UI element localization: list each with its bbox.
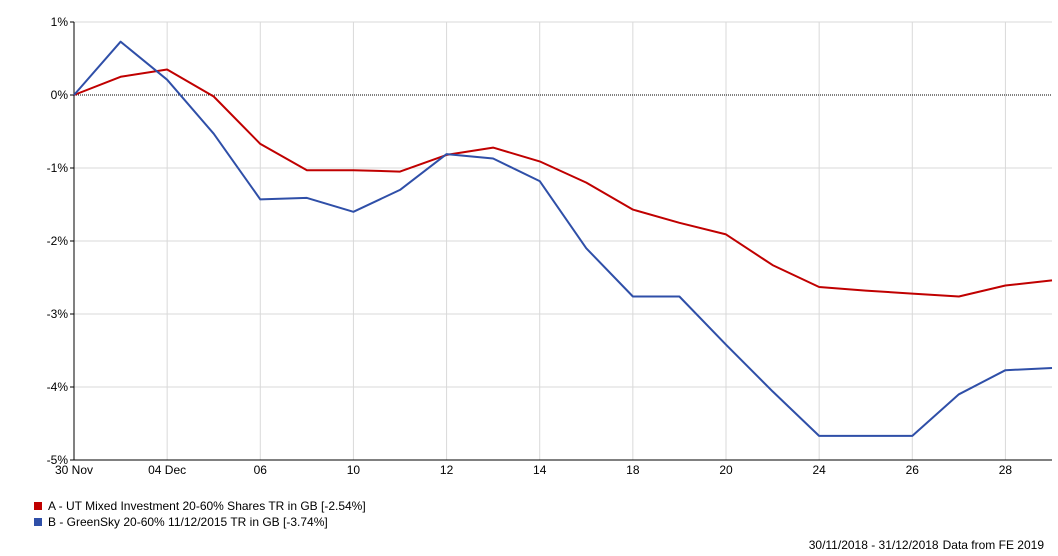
y-tick-label: -1% bbox=[47, 161, 69, 175]
y-tick-label: -5% bbox=[47, 453, 69, 467]
data-source: Data from FE 2019 bbox=[942, 538, 1044, 552]
x-tick-label: 24 bbox=[812, 463, 826, 477]
x-tick-labels: 30 Nov 04 Dec 06 10 12 14 18 20 24 26 28 bbox=[55, 463, 1012, 477]
x-tick-label: 14 bbox=[533, 463, 547, 477]
line-chart: 1% 0% -1% -2% -3% -4% -5% 30 Nov 04 Dec 06 10 12 14… bbox=[47, 15, 1053, 477]
legend-label-a: A - UT Mixed Investment 20-60% Shares TR… bbox=[48, 499, 366, 513]
x-tick-label: 04 Dec bbox=[148, 463, 186, 477]
legend-item-a: A - UT Mixed Investment 20-60% Shares TR… bbox=[34, 498, 366, 514]
x-tick-label: 26 bbox=[906, 463, 920, 477]
y-tick-label: -2% bbox=[47, 234, 69, 248]
series-line-a bbox=[73, 68, 1053, 298]
legend-item-b: B - GreenSky 20-60% 11/12/2015 TR in GB … bbox=[34, 514, 366, 530]
x-tick-label: 18 bbox=[626, 463, 640, 477]
legend-swatch-a bbox=[34, 502, 42, 510]
footer-source: 30/11/2018 - 31/12/2018 Data from FE 2019 bbox=[809, 538, 1044, 552]
y-tick-label: 1% bbox=[51, 15, 69, 29]
series-lines bbox=[73, 40, 1053, 437]
legend-label-b: B - GreenSky 20-60% 11/12/2015 TR in GB … bbox=[48, 515, 328, 529]
y-tick-labels: 1% 0% -1% -2% -3% -4% -5% bbox=[47, 15, 69, 467]
x-tick-label: 06 bbox=[254, 463, 268, 477]
legend: A - UT Mixed Investment 20-60% Shares TR… bbox=[34, 498, 366, 530]
grid-lines bbox=[74, 21, 1052, 461]
series-line-b bbox=[73, 40, 1053, 437]
x-tick-label: 28 bbox=[999, 463, 1013, 477]
y-tick-label: 0% bbox=[51, 88, 69, 102]
x-tick-label: 30 Nov bbox=[55, 463, 93, 477]
date-range: 30/11/2018 - 31/12/2018 bbox=[808, 538, 939, 552]
legend-swatch-b bbox=[34, 518, 42, 526]
x-tick-label: 20 bbox=[719, 463, 733, 477]
y-tick-label: -3% bbox=[47, 307, 69, 321]
x-tick-label: 12 bbox=[440, 463, 454, 477]
y-tick-label: -4% bbox=[47, 380, 69, 394]
x-tick-label: 10 bbox=[347, 463, 361, 477]
